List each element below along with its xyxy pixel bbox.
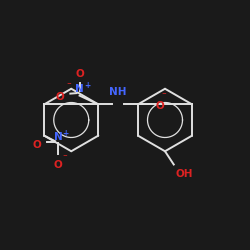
Text: N: N xyxy=(54,132,62,142)
Text: ⁻: ⁻ xyxy=(62,154,67,162)
Text: O: O xyxy=(156,100,164,110)
Text: +: + xyxy=(62,129,68,138)
Text: +: + xyxy=(84,81,90,90)
Text: O: O xyxy=(75,69,84,79)
Text: NH: NH xyxy=(110,87,127,97)
Text: N: N xyxy=(75,84,84,94)
Text: O: O xyxy=(33,140,42,150)
Text: ⁻: ⁻ xyxy=(66,82,71,90)
Text: OH: OH xyxy=(175,169,192,179)
Text: O: O xyxy=(54,160,62,170)
Text: ⁻: ⁻ xyxy=(161,92,166,100)
Text: O: O xyxy=(56,92,64,102)
